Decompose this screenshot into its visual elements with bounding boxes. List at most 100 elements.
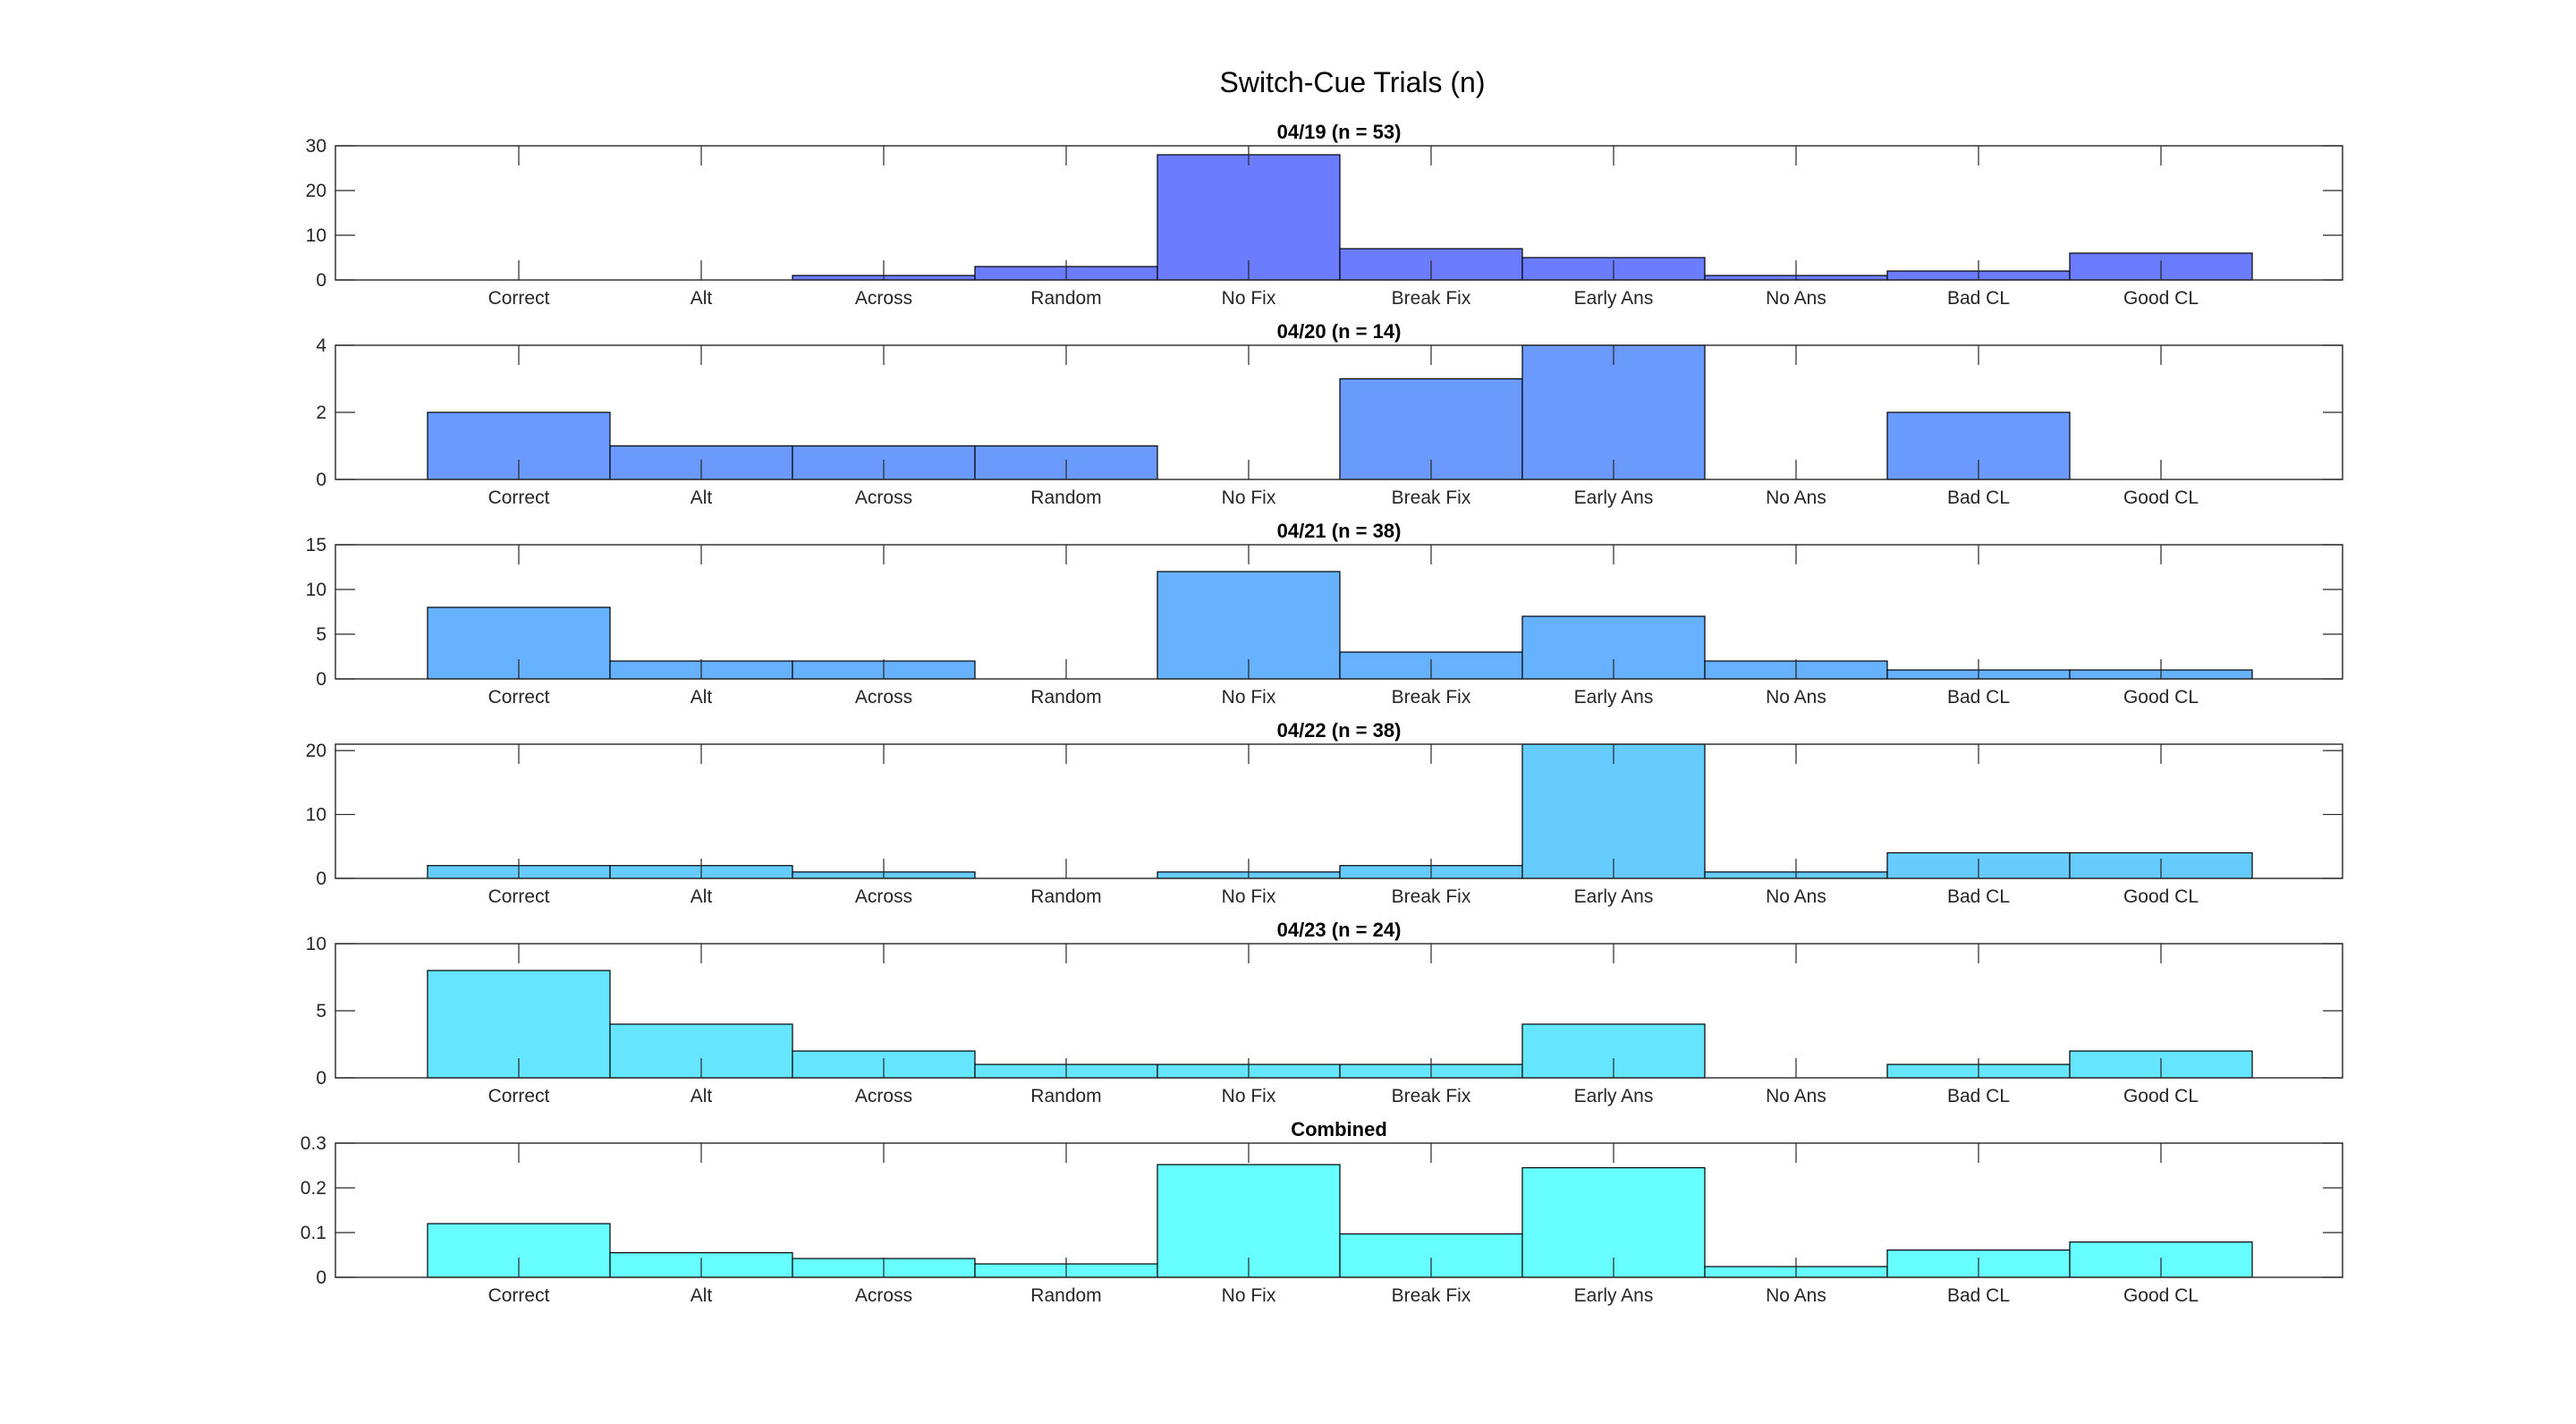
x-tick-label: No Fix <box>1222 687 1276 708</box>
x-tick-label: No Ans <box>1766 886 1826 907</box>
x-tick-label: Bad CL <box>1947 1285 2010 1306</box>
y-tick-label: 5 <box>316 624 326 645</box>
x-tick-label: Early Ans <box>1574 687 1654 708</box>
x-tick-label: Good CL <box>2123 487 2199 508</box>
panels: 04/19 (n = 53) Correct Alt Across Random No F… <box>301 121 2343 1306</box>
y-tick-label: 0 <box>316 470 326 490</box>
x-tick-label: Across <box>855 1285 912 1306</box>
axes-box <box>335 544 2343 680</box>
y-tick-label: 0.2 <box>301 1178 326 1199</box>
x-tick-label: No Ans <box>1766 1285 1826 1306</box>
y-tick-label: 0 <box>316 669 326 690</box>
y-tick-label: 4 <box>316 335 326 356</box>
x-tick-label: Early Ans <box>1574 487 1654 508</box>
y-tick-label: 5 <box>316 1001 326 1021</box>
x-tick-label: Good CL <box>2123 687 2199 708</box>
x-tick-label: Bad CL <box>1947 487 2010 508</box>
x-tick-label: Alt <box>691 1285 713 1306</box>
x-tick-label: No Fix <box>1222 886 1276 907</box>
y-tick-label: 15 <box>306 535 326 555</box>
y-tick-label: 20 <box>306 741 326 761</box>
x-tick-label: No Fix <box>1222 288 1276 309</box>
x-tick-label: Correct <box>488 1285 550 1306</box>
axes-box <box>335 145 2343 281</box>
x-tick-label: Across <box>855 886 912 907</box>
x-tick-label: Break Fix <box>1392 687 1471 708</box>
subplot-title: 04/22 (n = 38) <box>1277 719 1402 742</box>
subplot-3: 04/21 (n = 38) Correct Alt Across Random No F… <box>306 520 2343 708</box>
x-tick-label: Bad CL <box>1947 886 2010 907</box>
subplot-title: 04/21 (n = 38) <box>1277 520 1402 542</box>
x-tick-label: Correct <box>488 687 550 708</box>
x-tick-label: Good CL <box>2123 1285 2199 1306</box>
x-tick-label: Break Fix <box>1392 1086 1471 1106</box>
subplot-title: Combined <box>1291 1118 1387 1140</box>
x-tick-label: Alt <box>691 1086 713 1106</box>
bar-early-ans <box>1521 743 1706 879</box>
axes-box <box>335 743 2343 879</box>
subplot-5: 04/23 (n = 24) Correct Alt Across Random No F… <box>306 919 2343 1106</box>
x-tick-label: No Fix <box>1222 1086 1276 1106</box>
subplot-title: 04/20 (n = 14) <box>1277 320 1402 343</box>
x-tick-label: Across <box>855 687 912 708</box>
x-tick-label: Across <box>855 1086 912 1106</box>
y-tick-label: 10 <box>306 580 326 600</box>
x-tick-label: Break Fix <box>1392 288 1471 309</box>
x-tick-label: Early Ans <box>1574 1285 1654 1306</box>
x-tick-label: Early Ans <box>1574 1086 1654 1106</box>
subplot-title: 04/19 (n = 53) <box>1277 121 1402 143</box>
y-tick-label: 10 <box>306 225 326 246</box>
x-tick-label: Random <box>1030 687 1101 708</box>
bar-early-ans <box>1521 344 1706 480</box>
y-tick-label: 0 <box>316 1267 326 1288</box>
y-tick-label: 2 <box>316 403 326 423</box>
x-tick-label: Alt <box>691 487 713 508</box>
x-tick-label: No Ans <box>1766 288 1826 309</box>
x-tick-label: No Fix <box>1222 487 1276 508</box>
axes-box <box>335 1142 2343 1278</box>
x-tick-label: No Ans <box>1766 687 1826 708</box>
axes-box <box>335 344 2343 480</box>
y-tick-label: 10 <box>306 934 326 954</box>
x-tick-label: No Ans <box>1766 487 1826 508</box>
x-tick-label: Bad CL <box>1947 1086 2010 1106</box>
x-tick-label: Across <box>855 288 912 309</box>
x-tick-label: Good CL <box>2123 288 2199 309</box>
y-tick-label: 20 <box>306 181 326 201</box>
y-tick-label: 10 <box>306 805 326 826</box>
x-tick-label: Random <box>1030 487 1101 508</box>
x-tick-label: Good CL <box>2123 1086 2199 1106</box>
axes-box <box>335 943 2343 1079</box>
x-tick-label: Break Fix <box>1392 487 1471 508</box>
x-tick-label: No Ans <box>1766 1086 1826 1106</box>
x-tick-label: Across <box>855 487 912 508</box>
subplot-2: 04/20 (n = 14) Correct Alt Across Random No F… <box>316 320 2343 508</box>
x-tick-label: Alt <box>691 288 713 309</box>
subplot-4: 04/22 (n = 38) Correct Alt Across Random No F… <box>306 719 2343 907</box>
x-tick-label: Alt <box>691 687 713 708</box>
y-tick-label: 0 <box>316 270 326 291</box>
x-tick-label: No Fix <box>1222 1285 1276 1306</box>
x-tick-label: Break Fix <box>1392 1285 1471 1306</box>
x-tick-label: Correct <box>488 886 550 907</box>
x-tick-label: Random <box>1030 1285 1101 1306</box>
x-tick-label: Correct <box>488 288 550 309</box>
x-tick-label: Bad CL <box>1947 687 2010 708</box>
y-tick-label: 0 <box>316 1068 326 1089</box>
x-tick-label: Random <box>1030 886 1101 907</box>
x-tick-label: Early Ans <box>1574 288 1654 309</box>
x-tick-label: Good CL <box>2123 886 2199 907</box>
x-tick-label: Random <box>1030 1086 1101 1106</box>
x-tick-label: Early Ans <box>1574 886 1654 907</box>
y-tick-label: 0 <box>316 869 326 889</box>
y-tick-label: 0.3 <box>301 1133 326 1154</box>
x-tick-label: Random <box>1030 288 1101 309</box>
figure-title: Switch-Cue Trials (n) <box>1220 66 1486 98</box>
subplot-6: Combined Correct Alt Across Random No Fix Brea… <box>301 1118 2343 1306</box>
subplot-title: 04/23 (n = 24) <box>1277 919 1402 941</box>
x-tick-label: Alt <box>691 886 713 907</box>
subplot-1: 04/19 (n = 53) Correct Alt Across Random No F… <box>306 121 2343 309</box>
y-tick-label: 0.1 <box>301 1223 326 1243</box>
x-tick-label: Correct <box>488 1086 550 1106</box>
